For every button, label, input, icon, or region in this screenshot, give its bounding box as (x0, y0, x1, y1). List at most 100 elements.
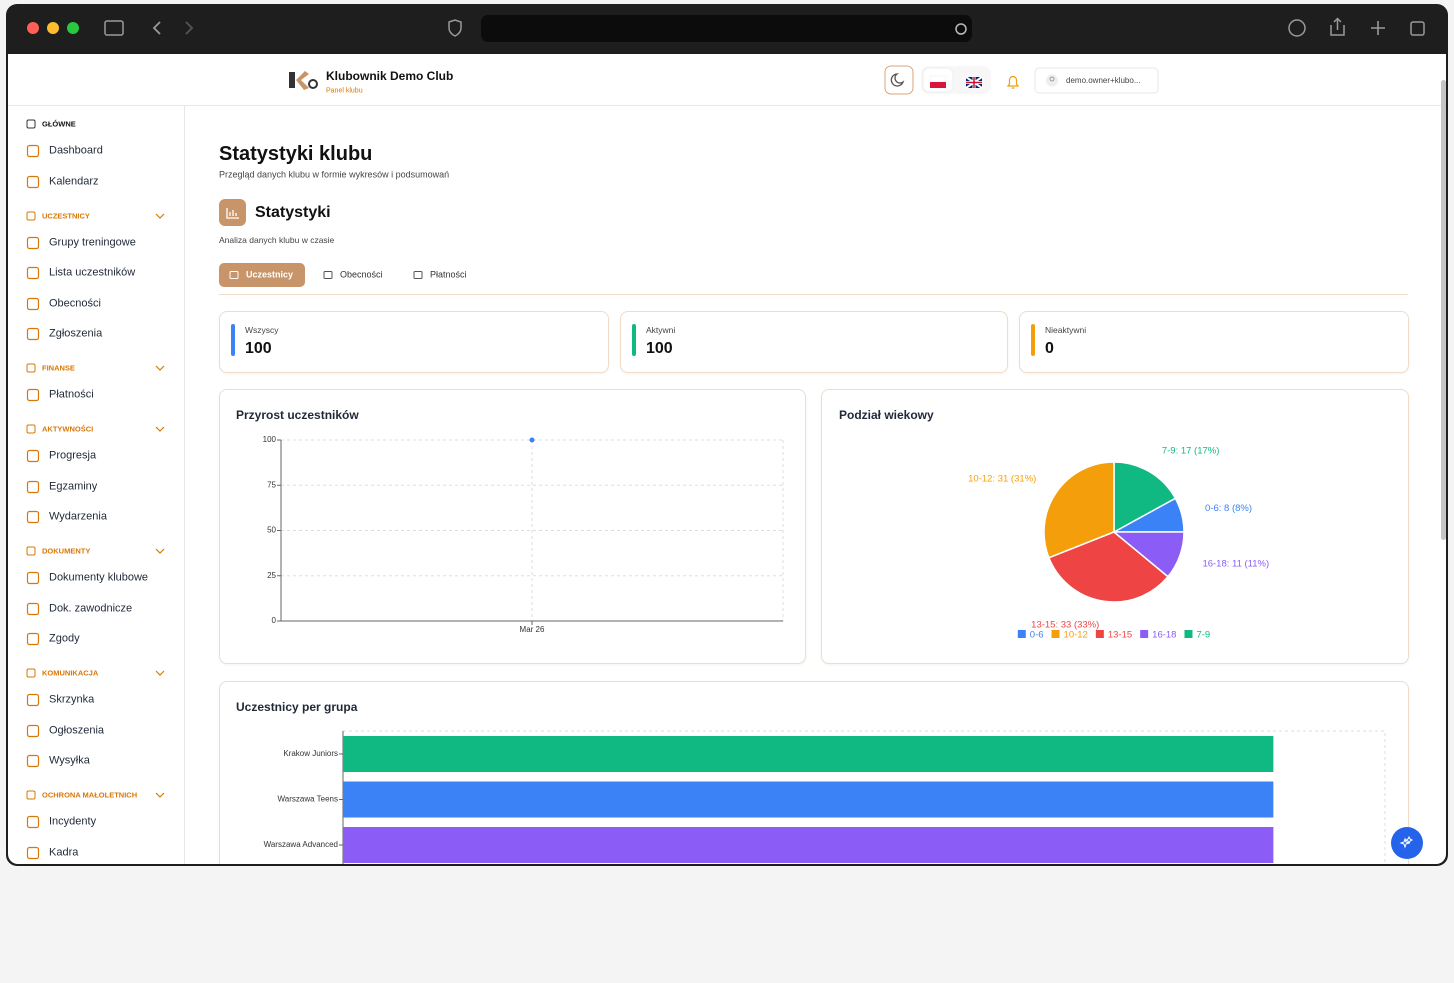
y-tick-label: Warszawa Teens (278, 795, 338, 804)
section-toggle[interactable] (155, 212, 165, 220)
y-tick-label: 75 (267, 480, 276, 489)
legend-label: 16-18 (1152, 630, 1176, 641)
sidebar-item[interactable]: Lista uczestników (49, 266, 136, 279)
legend-swatch (1017, 630, 1026, 638)
section-toggle[interactable] (155, 547, 165, 555)
stat-accent (1031, 324, 1035, 356)
language-en[interactable] (965, 76, 983, 89)
section-icon (219, 199, 246, 226)
scrollbar (1441, 80, 1446, 540)
legend-swatch (1140, 630, 1149, 638)
legend-item: 10-12 (1051, 630, 1088, 641)
notifications-button[interactable] (1006, 75, 1020, 89)
sidebar-item[interactable]: Kadra (49, 846, 79, 858)
sidebar-item[interactable]: Grupy treningowe (49, 236, 136, 248)
chevron (155, 365, 165, 371)
button-icon (1399, 835, 1414, 849)
back-button[interactable] (152, 21, 161, 35)
sidebar-toggle[interactable] (104, 20, 124, 36)
y-tick-label: 50 (267, 526, 276, 535)
legend-label: 10-12 (1064, 630, 1088, 641)
section-icon (26, 211, 36, 220)
sidebar-item[interactable]: Dashboard (49, 144, 103, 157)
pie-slice (1043, 461, 1115, 559)
icon-shape (26, 144, 40, 158)
new-tab-button[interactable] (1371, 21, 1385, 35)
icon-shape (26, 388, 40, 402)
sidebar-section-title: OCHRONA MAŁOLETNICH (42, 790, 138, 800)
sidebar-item[interactable]: Zgody (49, 632, 80, 645)
stat-value: 100 (245, 340, 272, 357)
tab[interactable] (219, 263, 305, 287)
sidebar-item[interactable]: Wysyłka (49, 754, 90, 767)
sidebar-item-icon (26, 388, 40, 402)
close-button[interactable] (27, 22, 39, 34)
sidebar-item[interactable]: Kalendarz (49, 175, 99, 187)
tab-icon (323, 271, 333, 279)
legend-item: 13-15 (1095, 630, 1132, 641)
sidebar-item[interactable]: Wydarzenia (49, 510, 107, 523)
minimize-button[interactable] (47, 22, 59, 34)
forward-button[interactable] (185, 21, 194, 35)
stat-card (1019, 311, 1409, 373)
section-title: Statystyki (255, 204, 331, 221)
stat-label: Aktywni (646, 324, 676, 335)
sidebar-item[interactable]: Obecności (49, 297, 101, 309)
sidebar-item[interactable]: Incydenty (49, 815, 97, 828)
chevron (155, 792, 165, 798)
sidebar-item[interactable]: Dokumenty klubowe (49, 571, 149, 584)
chevron (155, 426, 165, 432)
sidebar-item[interactable]: Płatności (49, 388, 94, 401)
user-menu[interactable] (1034, 67, 1159, 94)
header-divider (8, 105, 1446, 106)
bar (343, 736, 1274, 772)
chart-title: Uczestnicy per grupa (236, 700, 358, 714)
section-toggle[interactable] (155, 364, 165, 372)
theme-toggle[interactable] (884, 65, 914, 95)
header-actions (884, 65, 1159, 95)
downloads-button[interactable] (1288, 19, 1306, 37)
icon-shape (26, 790, 36, 800)
chart-title: Przyrost uczestników (236, 408, 359, 422)
icon-shape (26, 602, 40, 615)
page-subtitle: Przegląd danych klubu w formie wykresów … (219, 169, 450, 180)
share-button[interactable] (1330, 17, 1345, 36)
icon-shape (26, 571, 40, 585)
icon-shape (26, 546, 36, 556)
tabs-divider (219, 294, 1408, 295)
tabs-overview-button[interactable] (1410, 21, 1425, 36)
icon-shape (26, 480, 40, 493)
zoom-button[interactable] (67, 22, 79, 34)
tab-icon (229, 271, 239, 279)
sidebar-item[interactable]: Egzaminy (49, 480, 98, 492)
sidebar-item[interactable]: Dok. zawodnicze (49, 602, 133, 614)
sidebar-item[interactable]: Progresja (49, 449, 97, 462)
icon-shape (26, 846, 40, 859)
privacy-icon[interactable] (448, 19, 462, 37)
section-toggle[interactable] (155, 791, 165, 799)
legend-item: 16-18 (1140, 630, 1176, 641)
sidebar-item[interactable]: Skrzynka (49, 693, 95, 706)
address-bar[interactable] (481, 15, 972, 42)
icon-shape (26, 363, 36, 373)
sidebar-section-title: AKTYWNOŚCI (42, 424, 94, 434)
section-icon (26, 546, 36, 556)
reload-button[interactable] (955, 23, 967, 35)
chevron (155, 670, 165, 676)
section-toggle[interactable] (155, 425, 165, 433)
stat-label: Wszyscy (245, 324, 279, 335)
sidebar-item[interactable]: Zgłoszenia (49, 327, 103, 340)
pie-slice (1111, 531, 1185, 578)
sidebar-item[interactable]: Ogłoszenia (49, 724, 105, 736)
sidebar-item-icon (26, 815, 40, 829)
assistant-button[interactable] (1391, 827, 1423, 859)
sidebar-item-icon (26, 297, 40, 310)
section-toggle[interactable] (155, 669, 165, 677)
sidebar-item-icon (26, 236, 40, 249)
sidebar-section-title: KOMUNIKACJA (42, 668, 99, 678)
icon-shape (26, 424, 36, 434)
x-tick-label: Mar 26 (520, 625, 545, 634)
stat-card (620, 311, 1008, 373)
stat-value: 100 (646, 340, 673, 357)
sidebar-item-icon (26, 510, 40, 524)
